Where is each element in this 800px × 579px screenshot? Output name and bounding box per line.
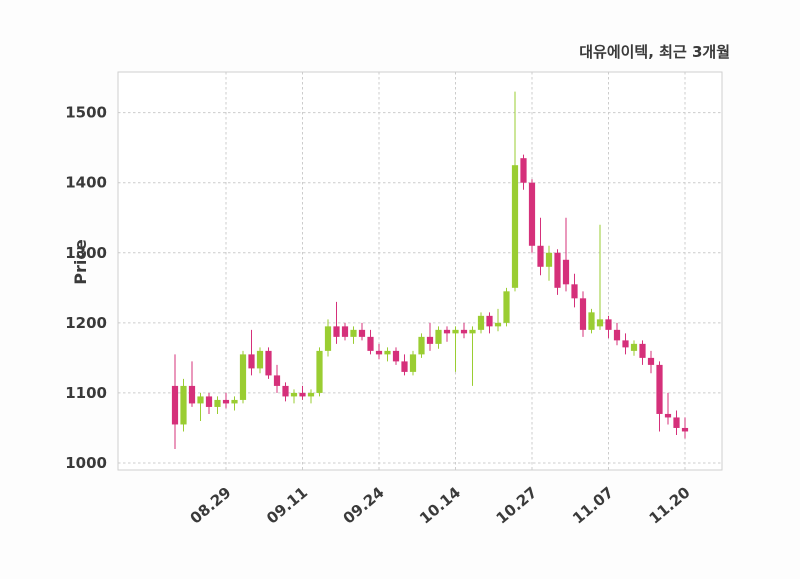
candle-up — [452, 326, 459, 372]
candle-down — [520, 154, 527, 190]
candle-up — [239, 350, 247, 404]
candle-up — [307, 389, 315, 404]
candle-down — [265, 347, 272, 379]
candle-down — [647, 350, 655, 374]
y-tick-label: 1100 — [65, 384, 107, 402]
grid-lines — [118, 72, 722, 470]
candle-up — [494, 308, 502, 332]
candle-up — [418, 333, 425, 358]
candle-down — [205, 392, 213, 414]
candle-down — [537, 217, 544, 276]
candle-down — [562, 217, 570, 292]
candle-down — [282, 382, 289, 402]
candle-down — [299, 385, 306, 400]
candle-up — [231, 396, 238, 411]
x-tick-label: 11.07 — [569, 483, 617, 527]
candle-up — [503, 287, 510, 327]
candle-down — [222, 392, 230, 409]
candle-down — [341, 322, 349, 341]
y-tick-label: 1400 — [65, 174, 107, 192]
chart-title: 대유에이텍, 최근 3개월 — [579, 43, 730, 61]
candle-down — [333, 301, 340, 344]
candle-down — [528, 179, 536, 253]
y-tick-label: 1200 — [65, 314, 107, 332]
candle-up — [290, 389, 298, 404]
candle-up — [596, 224, 604, 330]
x-axis-labels: 08.29 09.11 09.24 10.14 10.27 11.07 11.20 — [187, 483, 694, 527]
candle-down — [358, 322, 366, 341]
candle-down — [664, 392, 672, 425]
candle-down — [486, 312, 493, 334]
candle-up — [511, 91, 519, 292]
candle-down — [392, 347, 400, 365]
candle-down — [188, 361, 196, 407]
candle-down — [639, 340, 646, 365]
candle-down — [605, 315, 612, 339]
y-axis-labels: 1000 1100 1200 1300 1400 1500 — [65, 104, 107, 472]
candle-down — [554, 249, 561, 295]
candle-down — [401, 354, 408, 376]
candle-down — [171, 354, 179, 449]
candle-up — [256, 347, 264, 374]
candle-down — [622, 333, 629, 355]
candle-down — [460, 322, 468, 339]
x-tick-label: 10.14 — [416, 483, 464, 527]
y-axis-title: Price — [71, 239, 90, 285]
candle-down — [579, 291, 587, 337]
y-tick-label: 1000 — [65, 454, 107, 472]
candle-down — [681, 417, 689, 439]
y-tick-label: 1300 — [65, 244, 107, 262]
candle-up — [630, 340, 638, 356]
candle-down — [375, 343, 383, 360]
candle-down — [571, 273, 578, 308]
candle-up — [435, 326, 442, 349]
candle-up — [180, 378, 187, 432]
x-tick-label: 10.27 — [493, 483, 541, 527]
x-tick-label: 11.20 — [646, 483, 694, 527]
candle-down — [673, 410, 680, 435]
candle-down — [273, 364, 281, 393]
candle-up — [197, 392, 204, 421]
candle-down — [248, 329, 255, 376]
candle-down — [367, 329, 374, 355]
candle-down — [656, 361, 663, 432]
candle-up — [350, 326, 357, 344]
candles — [171, 91, 689, 449]
x-tick-label: 09.24 — [340, 483, 388, 527]
candle-down — [613, 322, 621, 346]
y-tick-label: 1500 — [65, 104, 107, 122]
candle-up — [316, 347, 323, 397]
candle-up — [409, 350, 417, 376]
candle-up — [545, 245, 553, 281]
x-tick-label: 08.29 — [187, 483, 235, 527]
candle-up — [477, 312, 485, 334]
candle-down — [443, 326, 451, 342]
candle-up — [588, 308, 595, 334]
candle-up — [384, 347, 391, 362]
candle-up — [324, 319, 332, 357]
candle-up — [469, 326, 476, 386]
candle-up — [214, 396, 221, 414]
x-tick-label: 09.11 — [263, 483, 311, 527]
candle-down — [426, 322, 434, 351]
